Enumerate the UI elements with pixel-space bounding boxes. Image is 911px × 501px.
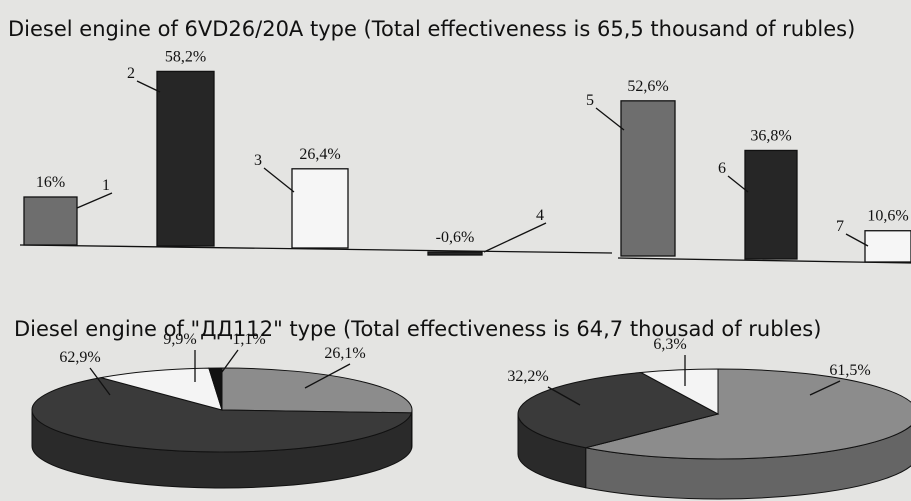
value-label: 36,8% xyxy=(750,127,791,144)
value-label: -0,6% xyxy=(436,229,475,246)
leader-line xyxy=(263,167,295,193)
category-label: 2 xyxy=(127,65,135,82)
bar xyxy=(427,251,483,256)
slice xyxy=(517,371,720,449)
value-label: 1,1% xyxy=(232,331,265,348)
value-label: 52,6% xyxy=(627,78,668,95)
category-label: 4 xyxy=(536,207,544,224)
category-label: 5 xyxy=(586,92,594,109)
bar xyxy=(744,149,798,260)
leader-line xyxy=(221,349,239,373)
bar xyxy=(620,100,676,257)
slice xyxy=(208,367,223,411)
leader-line xyxy=(845,233,869,247)
leader-line xyxy=(76,192,113,209)
value-label: 58,2% xyxy=(165,48,206,65)
bar xyxy=(156,70,215,247)
bar xyxy=(291,168,349,249)
leader-line xyxy=(483,222,547,253)
leader-line xyxy=(304,363,351,389)
leader-line xyxy=(136,80,161,93)
value-label: 61,5% xyxy=(829,362,870,379)
category-label: 1 xyxy=(102,177,110,194)
title-top: Diesel engine of 6VD26/20A type (Total e… xyxy=(8,17,855,41)
slice xyxy=(100,367,223,411)
value-label: 6,3% xyxy=(653,336,686,353)
slice xyxy=(639,368,719,415)
value-label: 26,4% xyxy=(299,146,340,163)
value-label: 62,9% xyxy=(59,349,100,366)
slice xyxy=(585,368,911,460)
leader-line xyxy=(89,367,111,396)
value-label: 26,1% xyxy=(324,345,365,362)
leader-line xyxy=(547,386,581,406)
title-bottom: Diesel engine of "ДД112" type (Total eff… xyxy=(14,317,821,341)
value-label: 9,9% xyxy=(163,331,196,348)
value-label: 32,2% xyxy=(507,368,548,385)
category-label: 6 xyxy=(718,160,726,177)
baseline xyxy=(19,244,613,254)
leader-line xyxy=(595,107,625,131)
slice xyxy=(221,367,413,414)
category-label: 3 xyxy=(254,152,262,169)
baseline xyxy=(617,257,911,264)
value-label: 10,6% xyxy=(867,208,908,225)
slice xyxy=(31,377,413,453)
bar xyxy=(864,230,911,263)
bar xyxy=(23,196,78,246)
value-label: 16% xyxy=(36,174,65,191)
category-label: 7 xyxy=(836,218,844,235)
leader-line xyxy=(809,380,841,396)
leader-line xyxy=(727,175,749,193)
